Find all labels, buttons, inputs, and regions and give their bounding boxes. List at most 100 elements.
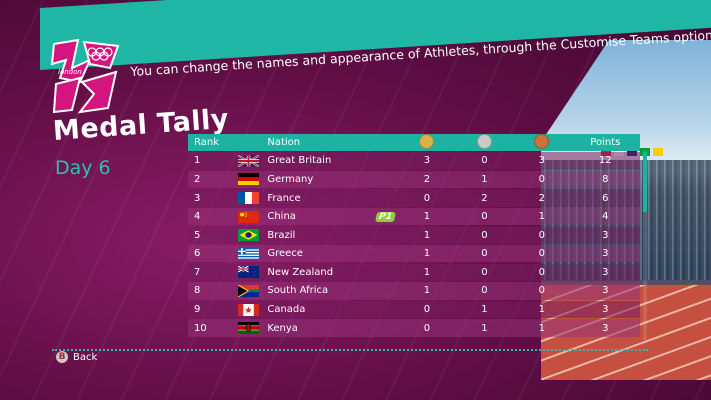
gold-cell: 3 (423, 155, 431, 167)
table-row: 1 Great Britain 3 0 3 12 (188, 152, 640, 170)
logo-text: london (58, 68, 82, 76)
header-points: Points (590, 137, 621, 148)
gold-cell: 1 (423, 229, 431, 241)
rank-cell: 8 (194, 285, 201, 297)
header-gold (398, 133, 455, 152)
silver-cell: 1 (481, 322, 488, 334)
bronze-cell: 0 (538, 285, 546, 297)
nation-cell: France (267, 192, 301, 204)
bronze-cell: 2 (538, 192, 546, 204)
points-cell: 8 (602, 173, 609, 185)
bronze-cell: 0 (538, 266, 546, 278)
silver-cell: 0 (481, 155, 488, 167)
gold-cell: 0 (423, 192, 431, 204)
nation-cell: Kenya (267, 322, 298, 334)
za-flag-icon (237, 284, 259, 297)
day-label: Day 6 (55, 157, 111, 179)
table-row: 2 Germany 2 1 0 8 (188, 170, 640, 189)
rank-cell: 1 (194, 155, 201, 167)
nation-cell: Canada (267, 304, 306, 315)
silver-cell: 1 (481, 173, 488, 185)
medal-table: Rank Nation Points 1 Great Britain 3 0 3 12 2 G… (188, 133, 640, 337)
flag-cell (237, 229, 268, 242)
de-flag-icon (237, 173, 259, 186)
silver-cell: 0 (481, 248, 488, 260)
gold-cell: 1 (423, 285, 431, 297)
points-cell: 6 (602, 192, 609, 204)
gold-cell: 1 (423, 248, 431, 260)
gold-cell: 2 (423, 173, 431, 185)
nation-cell: Germany (267, 173, 314, 185)
table-row: 7 New Zealand 1 0 0 3 (188, 263, 640, 282)
flag-cell (237, 210, 268, 223)
flag-cell (237, 322, 268, 335)
nation-cell: Brazil (267, 229, 296, 241)
rank-cell: 6 (194, 248, 201, 260)
rank-cell: 5 (194, 229, 201, 241)
bronze-cell: 3 (538, 155, 546, 167)
silver-cell: 0 (481, 229, 488, 241)
bronze-cell: 1 (538, 322, 546, 334)
points-cell: 12 (598, 155, 612, 167)
gold-cell: 1 (423, 211, 431, 223)
points-cell: 3 (602, 285, 609, 297)
bronze-cell: 1 (538, 211, 546, 223)
points-cell: 3 (602, 248, 609, 260)
b-button-icon: B (56, 351, 68, 363)
table-row: 4 China P1 1 0 1 4 (188, 207, 640, 226)
rank-cell: 10 (194, 322, 207, 334)
header-rank: Rank (194, 137, 219, 148)
rank-cell: 9 (194, 304, 201, 315)
rank-cell: 3 (194, 192, 201, 204)
silver-cell: 0 (481, 285, 488, 297)
points-cell: 3 (602, 229, 609, 241)
gold-cell: 0 (423, 304, 431, 315)
table-row: 3 France 0 2 2 6 (188, 189, 640, 207)
footer-divider (52, 349, 648, 351)
nz-flag-icon (237, 266, 259, 279)
player-one-badge: P1 (375, 212, 397, 223)
header-silver (456, 133, 513, 152)
player-badge-cell: P1 (375, 211, 398, 223)
flag-cell (237, 266, 268, 279)
back-label: Back (73, 351, 98, 363)
scrollbar-thumb[interactable] (643, 152, 647, 212)
cn-flag-icon (237, 210, 259, 223)
scrollbar[interactable] (643, 150, 647, 340)
points-cell: 4 (602, 211, 609, 223)
table-row: 5 Brazil 1 0 0 3 (188, 226, 640, 244)
flag-cell (237, 154, 268, 167)
nation-cell: South Africa (267, 285, 329, 297)
nation-cell: China (267, 211, 296, 223)
fr-flag-icon (237, 192, 259, 205)
gr-flag-icon (237, 247, 259, 260)
silver-cell: 1 (481, 304, 488, 315)
flag-cell (237, 303, 268, 316)
ca-flag-icon (237, 303, 259, 316)
flag-cell (237, 247, 268, 260)
nation-cell: New Zealand (267, 266, 334, 278)
gold-medal-icon (419, 133, 435, 149)
silver-medal-icon (476, 133, 492, 149)
points-cell: 3 (602, 304, 609, 315)
london-2012-logo: london (50, 38, 120, 114)
gold-cell: 1 (423, 266, 431, 278)
bronze-cell: 0 (538, 229, 546, 241)
bronze-cell: 0 (538, 248, 546, 260)
header-bronze (513, 133, 570, 152)
nation-cell: Greece (267, 248, 303, 260)
flag-cell (237, 192, 268, 205)
table-row: 6 Greece 1 0 0 3 (188, 245, 640, 263)
rank-cell: 2 (194, 173, 201, 185)
table-header: Rank Nation Points (188, 133, 640, 152)
points-cell: 3 (602, 266, 609, 278)
gold-cell: 0 (423, 322, 431, 334)
table-row: 10 Kenya 0 1 1 3 (188, 319, 640, 337)
table-row: 9 Canada 0 1 1 3 (188, 300, 640, 319)
table-row: 8 South Africa 1 0 0 3 (188, 282, 640, 300)
back-button[interactable]: B Back (56, 351, 97, 363)
flag-cell (237, 173, 268, 186)
rank-cell: 4 (194, 211, 201, 223)
rank-cell: 7 (194, 266, 201, 278)
flag-cell (237, 284, 268, 297)
